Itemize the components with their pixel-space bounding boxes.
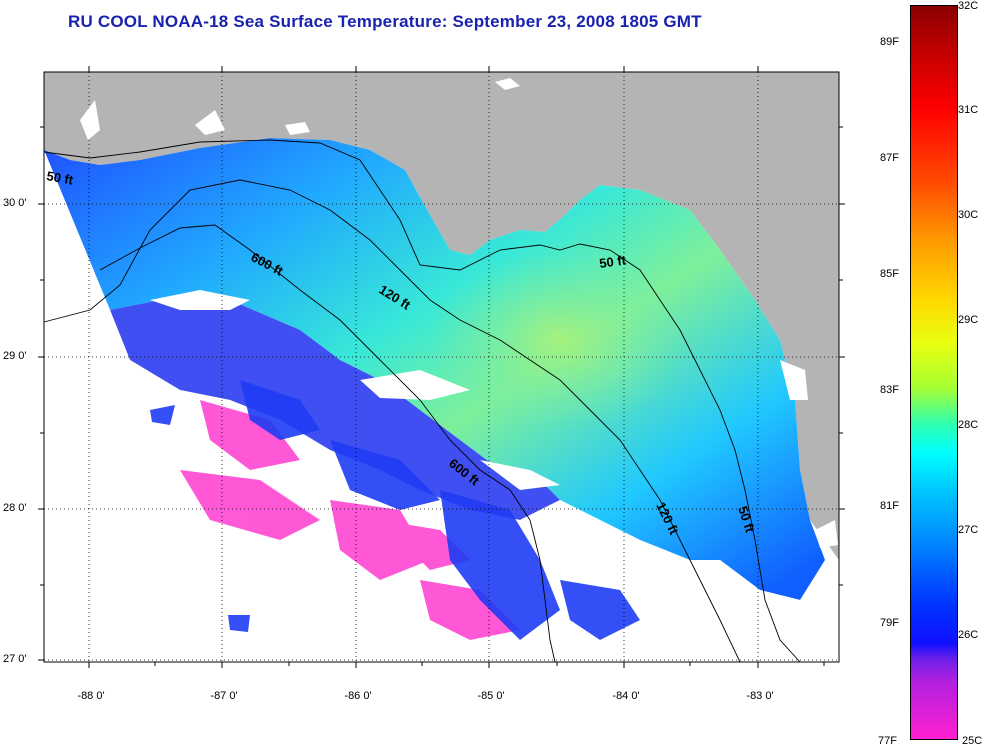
x-axis-label: -84 0' — [612, 690, 640, 702]
contour-600ft — [99, 224, 556, 663]
map-frame — [43, 71, 840, 663]
cool-water-band — [110, 300, 560, 520]
colorbar-celsius-label: 28C — [958, 419, 979, 431]
contour-label: 50 ft — [45, 168, 75, 188]
contour-label: 50 ft — [598, 252, 627, 271]
cloud-gap-2 — [360, 370, 470, 400]
warm-water-patch — [430, 250, 690, 430]
cloud-gap-1 — [150, 290, 250, 310]
colorbar-celsius-label: 32C — [958, 0, 979, 12]
colorbar-fahrenheit-label: 79F — [880, 617, 899, 629]
colorbar-celsius-label: 27C — [958, 524, 979, 536]
magenta-patches — [180, 400, 520, 640]
colorbar-fahrenheit-label: 81F — [880, 500, 899, 512]
colorbar-celsius-label: 25C — [962, 735, 983, 747]
y-axis-label: 29 0' — [3, 350, 27, 362]
sst-map: 50 ft 600 ft 120 ft 50 ft 600 ft 120 ft … — [38, 66, 845, 668]
cloud-gap-3 — [480, 460, 560, 490]
colorbar-celsius-label: 29C — [958, 314, 979, 326]
map-title: RU COOL NOAA-18 Sea Surface Temperature:… — [68, 12, 702, 31]
blue-patches — [150, 380, 640, 640]
contour-120ft — [43, 179, 741, 663]
colorbar-celsius-label: 31C — [958, 104, 979, 116]
swath-edge-no-data — [44, 150, 230, 662]
colorbar-fahrenheit-label: 89F — [880, 36, 899, 48]
x-axis-label: -83 0' — [746, 690, 774, 702]
contour-50ft-west — [43, 139, 801, 663]
x-axis-label: -86 0' — [344, 690, 372, 702]
x-axis-label: -85 0' — [477, 690, 505, 702]
colorbar-celsius-label: 26C — [958, 629, 979, 641]
y-axis-label: 28 0' — [3, 502, 27, 514]
y-axis-label: 27 0' — [3, 653, 27, 665]
temperature-colorbar — [910, 5, 958, 740]
y-axis-label: 30 0' — [3, 197, 27, 209]
southern-cloud-cover — [44, 150, 760, 662]
depth-contours — [43, 139, 801, 663]
swath-edge-strip — [760, 590, 839, 662]
colorbar-fahrenheit-label: 83F — [880, 384, 899, 396]
coastal-detail — [80, 78, 838, 548]
land-area — [44, 72, 839, 560]
colorbar-celsius-label: 30C — [958, 209, 979, 221]
colorbar-fahrenheit-label: 85F — [880, 268, 899, 280]
x-axis-label: -88 0' — [77, 690, 105, 702]
colorbar-fahrenheit-label: 87F — [880, 152, 899, 164]
axis-ticks — [38, 66, 845, 668]
sst-swath — [44, 138, 825, 600]
x-axis-label: -87 0' — [210, 690, 238, 702]
colorbar-fahrenheit-label: 77F — [878, 735, 897, 747]
